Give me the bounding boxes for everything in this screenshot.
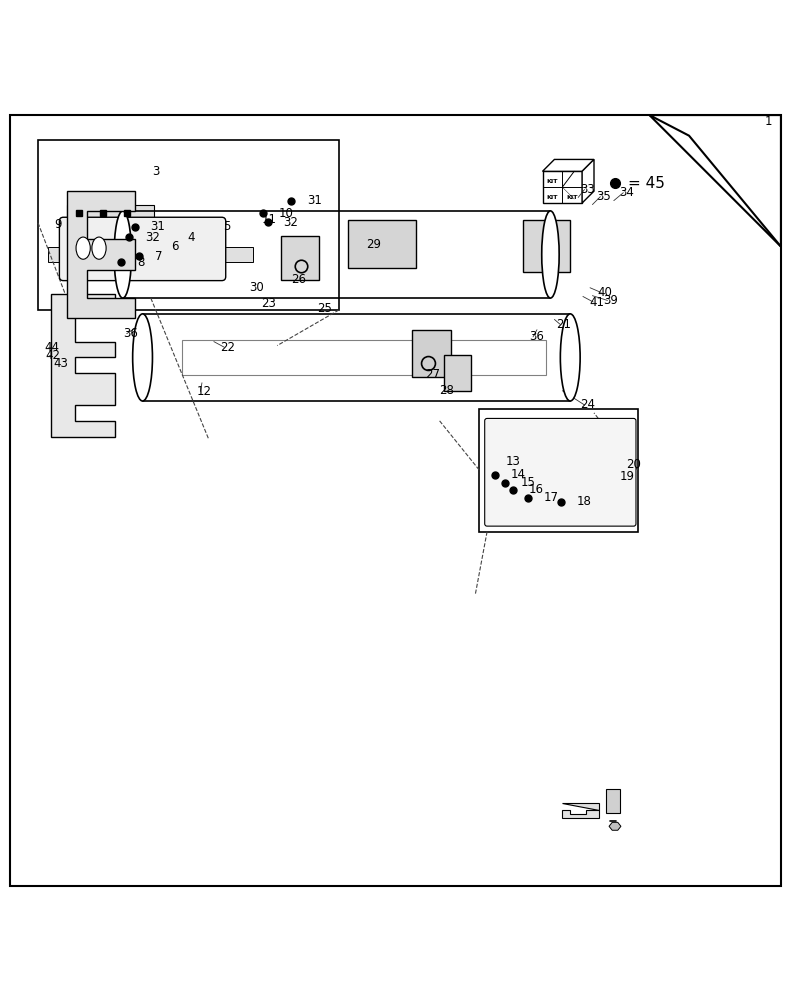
Text: 9: 9 xyxy=(54,218,61,231)
Text: 43: 43 xyxy=(54,357,69,370)
Text: = 45: = 45 xyxy=(628,176,665,191)
Text: 36: 36 xyxy=(529,330,544,343)
Text: 26: 26 xyxy=(291,273,306,286)
Polygon shape xyxy=(609,822,621,830)
Polygon shape xyxy=(543,159,594,171)
Text: 40: 40 xyxy=(597,286,612,299)
Text: 22: 22 xyxy=(220,341,235,354)
Text: 23: 23 xyxy=(261,297,276,310)
Text: 35: 35 xyxy=(596,190,611,203)
Bar xyxy=(281,236,319,280)
Text: 28: 28 xyxy=(440,384,455,397)
Text: 19: 19 xyxy=(619,470,634,483)
Bar xyxy=(479,409,638,532)
Bar xyxy=(182,340,546,375)
Bar xyxy=(123,211,550,298)
Ellipse shape xyxy=(560,314,580,401)
Text: 41: 41 xyxy=(589,296,604,309)
Bar xyxy=(348,220,416,268)
Text: 33: 33 xyxy=(581,183,596,196)
Text: 25: 25 xyxy=(317,302,332,315)
Text: 31: 31 xyxy=(150,220,166,233)
Text: 31: 31 xyxy=(307,194,322,207)
Text: 39: 39 xyxy=(604,294,619,307)
Text: 18: 18 xyxy=(577,495,592,508)
Text: 32: 32 xyxy=(284,216,299,229)
Ellipse shape xyxy=(132,314,152,401)
Polygon shape xyxy=(562,803,599,818)
Text: 34: 34 xyxy=(619,186,634,199)
Text: KIT: KIT xyxy=(546,179,558,184)
Bar xyxy=(48,247,253,262)
Text: 1: 1 xyxy=(762,121,772,136)
Text: 12: 12 xyxy=(196,385,211,398)
Text: 6: 6 xyxy=(171,240,178,253)
Polygon shape xyxy=(649,115,781,247)
Text: 32: 32 xyxy=(145,231,160,244)
Text: 11: 11 xyxy=(261,213,276,226)
Text: 15: 15 xyxy=(520,476,535,489)
Text: 1: 1 xyxy=(764,115,771,128)
Text: 20: 20 xyxy=(626,458,641,471)
Text: 21: 21 xyxy=(556,318,571,331)
Text: 24: 24 xyxy=(581,398,596,411)
Text: 13: 13 xyxy=(505,455,520,468)
Text: KIT: KIT xyxy=(566,195,577,200)
Text: 16: 16 xyxy=(529,483,544,496)
Polygon shape xyxy=(67,191,135,318)
Text: 44: 44 xyxy=(44,341,59,354)
Text: 36: 36 xyxy=(123,327,138,340)
Ellipse shape xyxy=(92,237,106,259)
FancyBboxPatch shape xyxy=(485,418,636,526)
Bar xyxy=(67,205,154,224)
Text: 3: 3 xyxy=(152,165,159,178)
Text: 30: 30 xyxy=(249,281,265,294)
Bar xyxy=(444,355,471,391)
Bar xyxy=(523,220,570,272)
Ellipse shape xyxy=(114,211,131,298)
Ellipse shape xyxy=(76,237,90,259)
Text: 14: 14 xyxy=(511,468,526,481)
Bar xyxy=(38,140,339,310)
Text: 7: 7 xyxy=(155,250,162,263)
Text: 4: 4 xyxy=(188,231,195,244)
Text: 29: 29 xyxy=(366,238,381,251)
Bar xyxy=(143,314,570,401)
Polygon shape xyxy=(582,159,594,203)
Polygon shape xyxy=(543,171,582,203)
Text: 8: 8 xyxy=(137,256,144,269)
Text: KIT: KIT xyxy=(546,195,558,200)
Bar xyxy=(412,330,451,377)
Text: 27: 27 xyxy=(425,368,440,381)
Bar xyxy=(606,789,620,813)
Text: 5: 5 xyxy=(223,220,230,233)
Ellipse shape xyxy=(542,211,559,298)
Text: 10: 10 xyxy=(279,207,294,220)
FancyBboxPatch shape xyxy=(59,217,226,281)
Polygon shape xyxy=(51,294,115,437)
Text: 17: 17 xyxy=(544,491,559,504)
Text: 42: 42 xyxy=(45,349,60,362)
